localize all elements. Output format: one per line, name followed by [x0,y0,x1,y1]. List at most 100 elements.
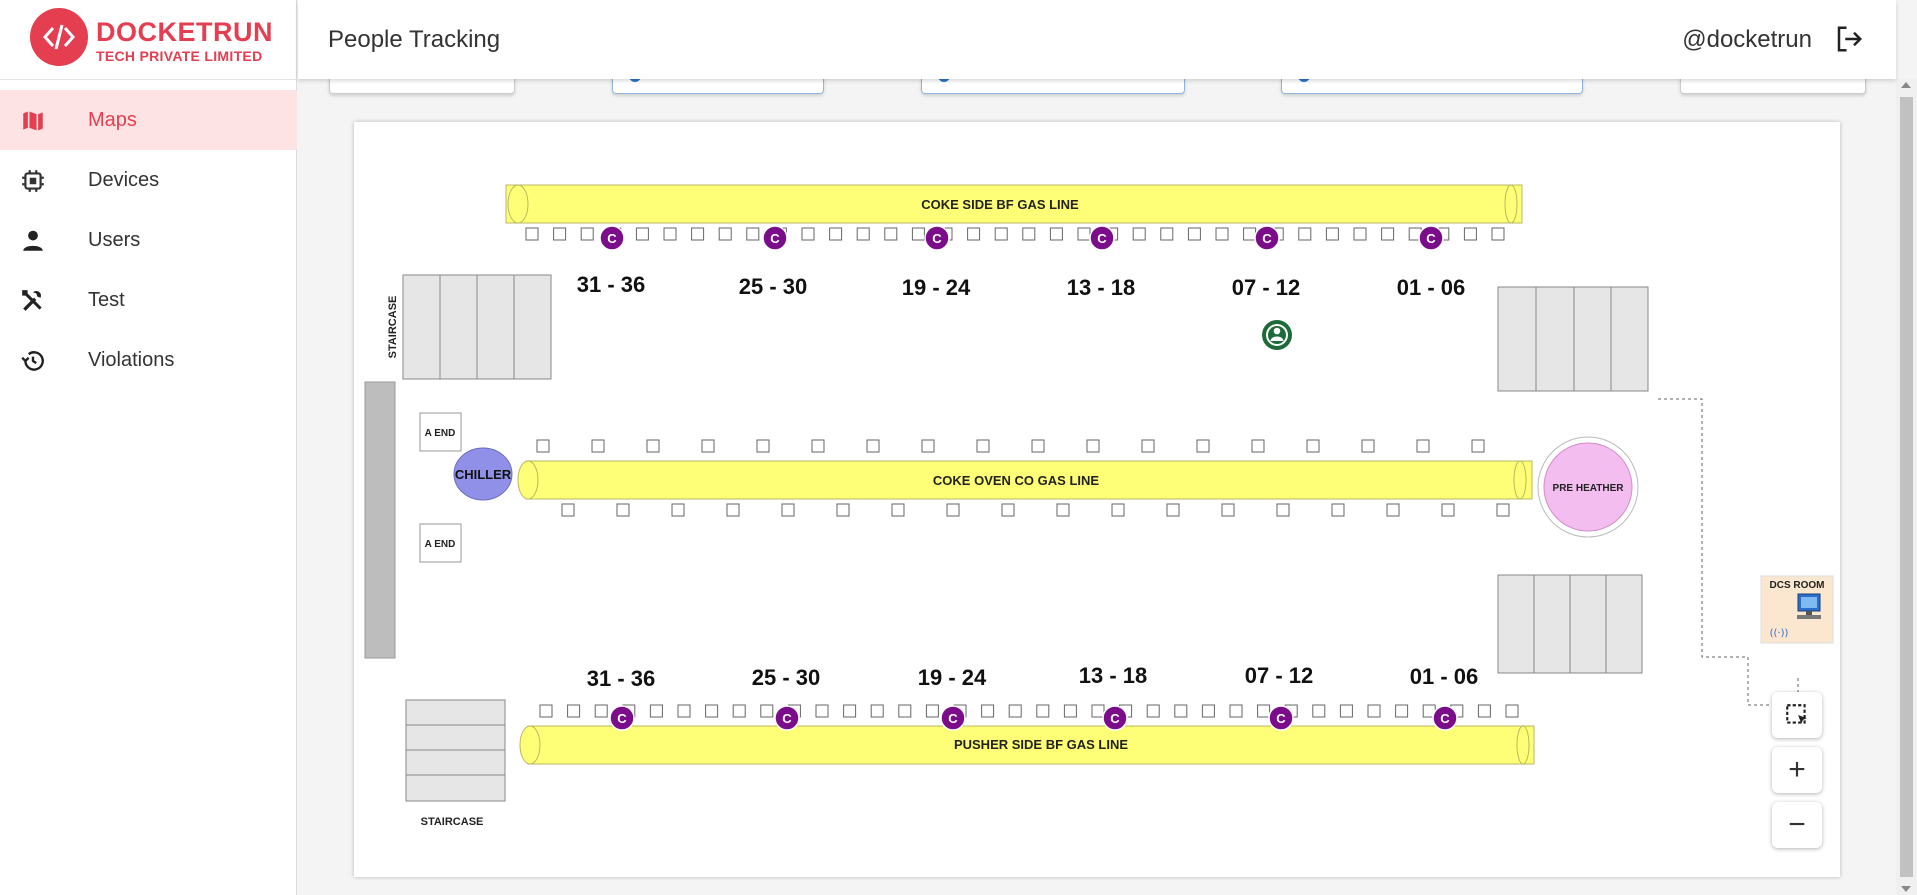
person-icon [23,230,43,251]
sidebar-item-maps[interactable]: Maps [0,90,297,150]
person-marker[interactable] [1262,320,1292,350]
sensor-box [815,704,829,718]
camera-marker[interactable]: C [774,705,800,731]
sensor-box [1416,439,1430,453]
camera-marker-label: C [1426,231,1436,246]
sensor-box [829,227,843,241]
zoom-in-button[interactable]: + [1772,747,1822,793]
sensor-box [591,439,605,453]
sensor-box [1008,704,1022,718]
sidebar-item-test[interactable]: Test [0,270,297,330]
plus-icon: + [1788,753,1806,786]
sensor-box [1395,704,1409,718]
camera-marker[interactable]: C [1268,705,1294,731]
sensor-box [1463,227,1477,241]
camera-markers: C C C C C C C C C C C C [599,225,1458,731]
sidebar-item-violations[interactable]: Violations [0,330,297,390]
sensor-box [884,227,898,241]
zoom-out-button[interactable]: − [1772,802,1822,848]
dcs-room[interactable]: DCS ROOM ((·)) [1760,575,1834,644]
section-label: 01 - 06 [1410,664,1479,689]
logout-icon[interactable] [1834,24,1864,54]
camera-marker[interactable]: C [1418,225,1444,251]
camera-marker-label: C [1262,231,1272,246]
sensor-box [1215,227,1229,241]
sidebar-item-label: Users [88,228,141,251]
scroll-up-arrow[interactable] [1901,82,1911,88]
sensor-box [525,227,539,241]
pre-heater-label: PRE HEATHER [1553,483,1625,494]
sensor-box [1049,227,1063,241]
section-label: 01 - 06 [1397,275,1466,300]
sensor-box [967,227,981,241]
sensor-box [946,503,960,517]
bottom-section-labels: 31 - 36 25 - 30 19 - 24 13 - 18 07 - 12 … [587,663,1479,691]
pre-heater[interactable]: PRE HEATHER [1537,436,1639,538]
chiller[interactable]: CHILLER [453,447,513,501]
sensor-box [635,227,649,241]
sidebar-item-users[interactable]: Users [0,210,297,270]
section-label: 19 - 24 [902,275,971,300]
sensor-box [1298,227,1312,241]
sensor-box [921,439,935,453]
sensor-box [671,503,685,517]
section-label: 07 - 12 [1245,663,1314,688]
sensor-box [870,704,884,718]
username-label[interactable]: @docketrun [1682,26,1812,53]
staircase-label: STAIRCASE [387,296,399,359]
scroll-thumb[interactable] [1900,97,1913,877]
camera-marker[interactable]: C [762,225,788,251]
sensor-box [1441,503,1455,517]
sidebar-item-label: Violations [88,348,175,371]
camera-marker-label: C [607,231,617,246]
camera-marker[interactable]: C [1102,705,1128,731]
plant-map-canvas: COKE SIDE BF GAS LINE STAIRCASE A END A … [364,184,1834,828]
sensor-box [1146,704,1160,718]
sensor-box [616,503,630,517]
camera-marker-label: C [617,711,627,726]
camera-marker[interactable]: C [924,225,950,251]
sensor-box [843,704,857,718]
sensor-box [718,227,732,241]
sensor-box [539,704,553,718]
camera-marker[interactable]: C [940,705,966,731]
brand-name: DOCKETRUN [96,17,273,47]
sensor-box [981,704,995,718]
sensor-box [1056,503,1070,517]
company-logo[interactable]: DOCKETRUN TECH PRIVATE LIMITED [30,8,273,68]
select-area-button[interactable] [1772,692,1822,738]
sensor-box [1077,227,1091,241]
sensor-box [691,227,705,241]
camera-marker-label: C [932,231,942,246]
camera-marker[interactable]: C [1089,225,1115,251]
a-end-label: A END [425,539,456,550]
sensor-box [580,227,594,241]
bottom-sensor-row [539,704,1519,718]
section-label: 19 - 24 [918,665,987,690]
sensor-box [1187,227,1201,241]
sensor-box [726,503,740,517]
staircase-left: STAIRCASE [387,274,552,380]
sensor-box [1111,503,1125,517]
sensor-box [994,227,1008,241]
sensor-box [866,439,880,453]
camera-marker-label: C [782,711,792,726]
scroll-down-arrow[interactable] [1901,886,1911,892]
sensor-box [732,704,746,718]
sensor-box [649,704,663,718]
camera-marker[interactable]: C [1432,705,1458,731]
sensor-box [536,439,550,453]
scrollbar[interactable] [1896,79,1917,895]
top-sensor-row [525,227,1505,241]
camera-marker[interactable]: C [599,225,625,251]
camera-marker[interactable]: C [1254,225,1280,251]
sensor-box [567,704,581,718]
middle-gas-line: COKE OVEN CO GAS LINE [517,460,1533,500]
camera-marker-label: C [1110,711,1120,726]
sensor-box [911,227,925,241]
camera-marker-label: C [1276,711,1286,726]
sensor-box [976,439,990,453]
sensor-box [701,439,715,453]
camera-marker[interactable]: C [609,705,635,731]
sidebar-item-devices[interactable]: Devices [0,150,297,210]
